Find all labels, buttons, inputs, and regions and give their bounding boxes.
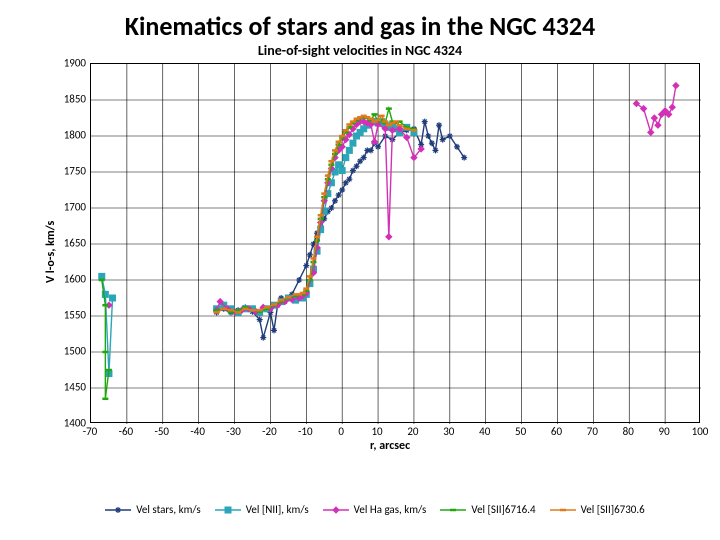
y-tick: 1600: [46, 273, 86, 286]
plot-svg: [91, 64, 701, 424]
legend-item: Vel [NII], km/s: [215, 503, 309, 516]
x-tick: -40: [190, 425, 205, 438]
legend-label: Vel [SII]6716.4: [471, 503, 535, 516]
x-axis-label: r, arcsec: [370, 439, 410, 453]
y-tick: 1750: [46, 165, 86, 178]
legend-swatch: [550, 505, 576, 515]
plot-area: [90, 63, 700, 423]
x-tick: 50: [515, 425, 526, 438]
y-tick: 1800: [46, 129, 86, 142]
legend-swatch: [215, 505, 241, 515]
x-tick: 80: [623, 425, 634, 438]
legend-item: Vel [SII]6716.4: [440, 503, 535, 516]
x-tick: 10: [371, 425, 382, 438]
legend-item: Vel Ha gas, km/s: [323, 503, 427, 516]
y-tick: 1900: [46, 57, 86, 70]
x-tick: 20: [407, 425, 418, 438]
x-tick: -60: [119, 425, 134, 438]
legend: Vel stars, km/s Vel [NII], km/s Vel Ha gas…: [50, 503, 700, 516]
main-title: Kinematics of stars and gas in the NGC 4…: [0, 0, 720, 42]
chart-title: Line-of-sight velocities in NGC 4324: [0, 42, 720, 59]
legend-label: Vel stars, km/s: [136, 503, 201, 516]
legend-label: Vel [NII], km/s: [246, 503, 309, 516]
x-tick: -50: [154, 425, 169, 438]
x-tick: -10: [298, 425, 313, 438]
y-tick: 1850: [46, 93, 86, 106]
legend-label: Vel [SII]6730.6: [581, 503, 645, 516]
x-tick: -70: [83, 425, 98, 438]
x-tick: 0: [338, 425, 344, 438]
legend-swatch: [440, 505, 466, 515]
x-tick: 100: [692, 425, 709, 438]
x-tick: 90: [659, 425, 670, 438]
y-tick: 1500: [46, 345, 86, 358]
legend-item: Vel [SII]6730.6: [550, 503, 645, 516]
legend-label: Vel Ha gas, km/s: [354, 503, 427, 516]
x-tick: 30: [443, 425, 454, 438]
legend-swatch: [105, 505, 131, 515]
x-tick: 40: [479, 425, 490, 438]
legend-swatch: [323, 505, 349, 515]
y-tick: 1650: [46, 237, 86, 250]
x-tick: 60: [551, 425, 562, 438]
y-tick: 1550: [46, 309, 86, 322]
y-tick: 1400: [46, 417, 86, 430]
x-tick: -20: [262, 425, 277, 438]
x-tick: 70: [587, 425, 598, 438]
y-tick: 1450: [46, 381, 86, 394]
x-tick: -30: [226, 425, 241, 438]
chart-container: V l-o-s, km/s 14001450150015501600165017…: [50, 63, 700, 463]
y-ticks: 1400145015001550160016501700175018001850…: [50, 63, 86, 423]
legend-item: Vel stars, km/s: [105, 503, 201, 516]
y-tick: 1700: [46, 201, 86, 214]
